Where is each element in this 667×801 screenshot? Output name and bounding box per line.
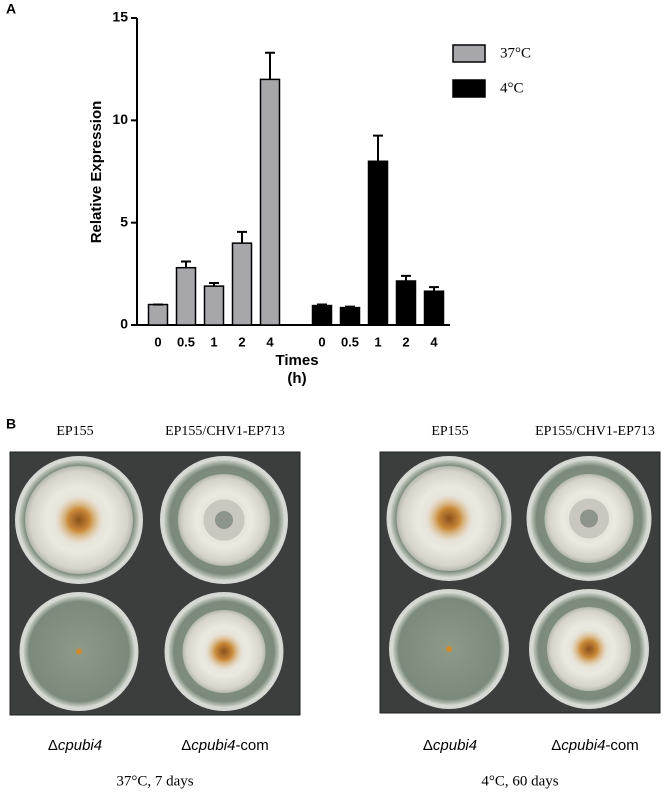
error-bar bbox=[373, 134, 383, 162]
strain-label-part: Δ bbox=[48, 737, 58, 754]
legend-swatch bbox=[452, 79, 486, 98]
error-bar bbox=[401, 274, 411, 281]
photo-frame bbox=[9, 451, 301, 716]
x-tick-label: 0 bbox=[154, 334, 161, 349]
strain-label-part: Δ bbox=[181, 737, 191, 754]
y-tick-label: 15 bbox=[112, 9, 128, 25]
strain-label: Δcpubi4 bbox=[423, 737, 477, 754]
strain-label-part: cpubi4 bbox=[191, 737, 235, 754]
x-tick-label: 2 bbox=[238, 334, 245, 349]
x-axis-label: Times bbox=[275, 352, 318, 369]
condition-label: 4°C, 60 days bbox=[481, 773, 558, 789]
legend-label: 37°C bbox=[500, 45, 531, 61]
error-bar bbox=[181, 260, 191, 268]
strain-label: Δcpubi4 bbox=[48, 737, 102, 754]
strain-label-part: cpubi4 bbox=[561, 737, 605, 754]
strain-label: Δcpubi4-com bbox=[551, 737, 639, 754]
y-tick-label: 0 bbox=[120, 316, 128, 332]
bar bbox=[203, 285, 225, 326]
bar bbox=[175, 266, 197, 326]
colony-center bbox=[205, 632, 243, 671]
inoculum bbox=[76, 648, 82, 655]
bar bbox=[311, 304, 333, 326]
column-label: EP155 bbox=[431, 424, 468, 439]
center bbox=[215, 511, 233, 529]
strain-label-part: -com bbox=[235, 737, 268, 754]
inoculum bbox=[446, 646, 452, 652]
bar bbox=[395, 280, 417, 326]
strain-label-part: cpubi4 bbox=[58, 737, 102, 754]
bar bbox=[259, 78, 281, 326]
strain-label-part: Δ bbox=[551, 737, 561, 754]
x-tick-label: 0.5 bbox=[177, 334, 195, 349]
error-bar bbox=[345, 305, 355, 308]
photo-frame bbox=[379, 451, 661, 714]
condition-label: 37°C, 7 days bbox=[116, 773, 193, 789]
x-tick-label: 0 bbox=[318, 334, 325, 349]
y-axis-label: Relative Expression bbox=[88, 101, 105, 244]
column-label: EP155/CHV1-EP713 bbox=[165, 424, 285, 439]
x-axis-unit: (h) bbox=[287, 370, 306, 387]
strain-label-part: Δ bbox=[423, 737, 433, 754]
error-bar bbox=[265, 51, 275, 80]
y-tick-label: 5 bbox=[120, 213, 128, 229]
strain-label-part: cpubi4 bbox=[433, 737, 477, 754]
panel-label: A bbox=[6, 1, 16, 17]
photo-panel: EP155 EP155/CHV1-EP713 EP155 EP155/CHV1-… bbox=[9, 424, 661, 789]
strain-label-part: -com bbox=[605, 737, 638, 754]
column-label: EP155/CHV1-EP713 bbox=[535, 424, 655, 439]
bar bbox=[423, 290, 445, 326]
x-tick-label: 2 bbox=[402, 334, 409, 349]
panel-label: B bbox=[6, 416, 16, 432]
error-bar bbox=[209, 282, 219, 287]
bar bbox=[147, 303, 169, 326]
column-label: EP155 bbox=[56, 424, 93, 439]
colony-center bbox=[570, 630, 608, 668]
bar bbox=[367, 160, 389, 326]
x-tick-label: 4 bbox=[430, 334, 438, 349]
x-tick-label: 4 bbox=[266, 334, 274, 349]
error-bar bbox=[317, 303, 327, 306]
colony-center bbox=[54, 495, 104, 545]
y-tick-label: 10 bbox=[112, 111, 128, 127]
bar bbox=[339, 306, 361, 326]
x-tick-label: 1 bbox=[374, 334, 381, 349]
colony-center bbox=[425, 494, 473, 543]
x-tick-label: 0.5 bbox=[341, 334, 359, 349]
legend-swatch bbox=[452, 44, 486, 63]
error-bar bbox=[237, 230, 247, 244]
center bbox=[580, 509, 598, 528]
error-bar bbox=[429, 286, 439, 292]
strain-label: Δcpubi4-com bbox=[181, 737, 269, 754]
legend-label: 4°C bbox=[500, 80, 524, 96]
x-tick-label: 1 bbox=[210, 334, 217, 349]
bar bbox=[231, 242, 253, 326]
